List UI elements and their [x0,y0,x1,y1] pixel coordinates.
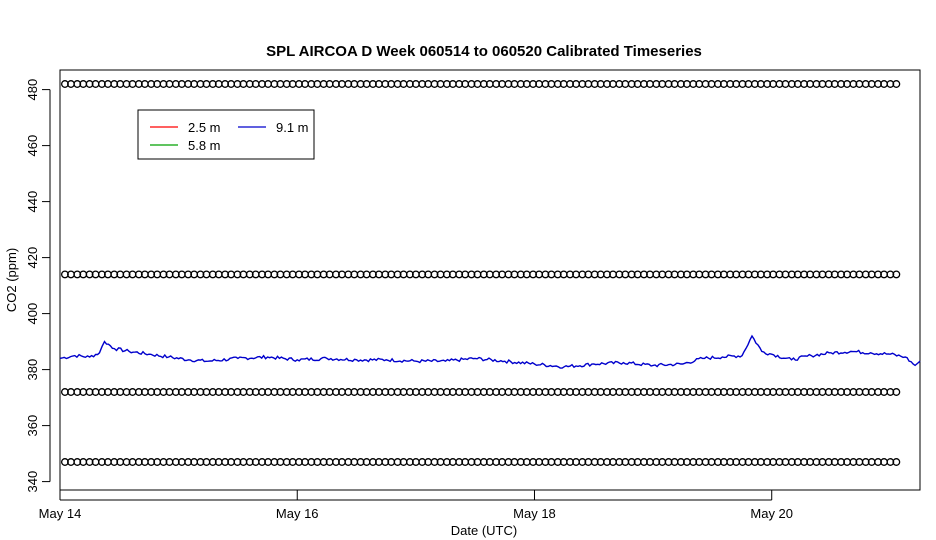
x-tick-label: May 14 [39,506,82,521]
x-axis: May 14 May 16 May 18 May 20 [39,490,793,521]
y-tick-label: 400 [25,303,40,325]
x-tick-label: May 20 [750,506,793,521]
legend-box [137,109,315,160]
calibration-points [60,80,901,466]
y-axis: 340 360 380 400 420 440 460 480 [25,79,51,493]
y-axis-label: CO2 (ppm) [4,248,19,312]
x-tick-label: May 18 [513,506,556,521]
y-tick-label: 380 [25,359,40,381]
x-axis-label: Date (UTC) [451,523,517,538]
x-tick-label: May 16 [276,506,319,521]
y-tick-label: 360 [25,415,40,437]
y-tick-label: 480 [25,79,40,101]
y-tick-label: 440 [25,191,40,213]
calibration-point [892,270,901,279]
calibration-point [892,80,901,88]
plot-area-border [59,69,921,491]
series-line-9-1-m [59,334,921,369]
chart-title: SPL AIRCOA D Week 060514 to 060520 Calib… [266,43,702,60]
calibration-point [892,458,901,466]
series-lines [59,334,921,369]
y-tick-label: 460 [25,135,40,157]
legend: 2.5 m 5.8 m 9.1 m [137,109,315,160]
y-tick-label: 420 [25,247,40,269]
legend-label: 2.5 m [188,120,221,135]
legend-label: 5.8 m [188,138,221,153]
calibration-point [892,388,901,396]
y-tick-label: 340 [25,471,40,493]
legend-label: 9.1 m [276,120,309,135]
